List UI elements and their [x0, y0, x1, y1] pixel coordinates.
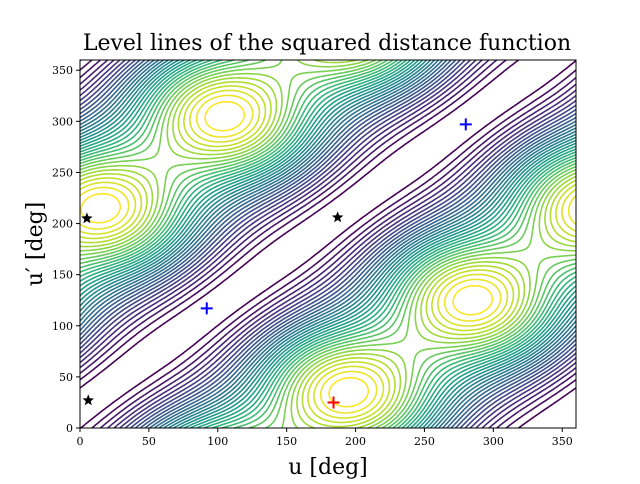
contour-level-6: [79, 59, 577, 429]
x-tick-label: 300: [483, 435, 504, 448]
contour-level-35: [80, 100, 494, 408]
y-tick-label: 350: [52, 64, 73, 77]
contour-level-12: [79, 59, 577, 429]
contour-level-33: [79, 89, 577, 419]
x-tick-label: 250: [414, 435, 435, 448]
x-tick-label: 350: [552, 435, 573, 448]
contour-level-30: [79, 59, 577, 429]
contour-level-11: [79, 59, 577, 429]
contour-level-4: [79, 59, 577, 429]
contour-level-7: [79, 59, 577, 429]
y-tick-label: 250: [52, 166, 73, 179]
contour-level-28: [79, 59, 577, 429]
contour-level-31: [79, 81, 577, 428]
contour-level-1: [79, 59, 577, 429]
contour-level-9: [79, 59, 577, 429]
contour-lines: [79, 59, 577, 429]
y-tick-label: 0: [66, 422, 73, 435]
x-axis-label: u [deg]: [288, 455, 368, 480]
x-tick-label: 150: [276, 435, 297, 448]
star-marker: [82, 394, 94, 406]
y-tick-label: 50: [59, 371, 73, 384]
x-tick-label: 200: [345, 435, 366, 448]
y-tick-label: 200: [52, 218, 73, 231]
contour-level-32: [79, 85, 577, 424]
y-tick-label: 300: [52, 115, 73, 128]
x-tick-label: 50: [142, 435, 156, 448]
contour-level-19: [79, 59, 577, 429]
x-tick-label: 100: [207, 435, 228, 448]
chart-title: Level lines of the squared distance func…: [83, 31, 571, 56]
markers: [81, 118, 472, 409]
plus-marker: [459, 118, 472, 131]
axis-ticks: 0 50 100 150 200 250 300 350 0 50 100 150 200 250 300 3…: [52, 64, 573, 448]
contour-level-10: [79, 59, 577, 429]
y-tick-label: 100: [52, 320, 73, 333]
star-marker: [331, 211, 344, 223]
contour-level-29: [79, 59, 577, 429]
y-tick-label: 150: [52, 269, 73, 282]
plus-marker: [200, 302, 213, 315]
star-marker: [81, 212, 93, 224]
contour-level-3: [79, 59, 577, 429]
plus-marker: [327, 396, 340, 409]
x-tick-label: 0: [77, 435, 84, 448]
y-axis-label: u′ [deg]: [23, 202, 48, 287]
plot-frame: [79, 59, 577, 429]
